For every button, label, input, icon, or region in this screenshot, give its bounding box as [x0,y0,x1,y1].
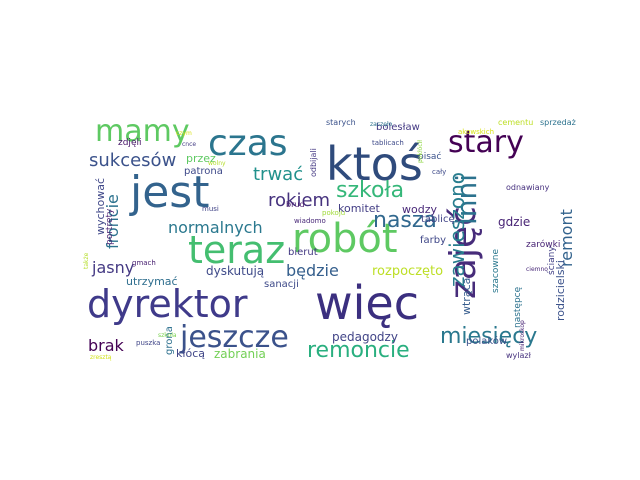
word: wylazł [506,351,532,360]
word: musi [202,205,219,213]
word: inni [450,174,483,225]
word: odbijali [309,148,318,177]
word: teraz [188,228,285,272]
word: wtrąca [460,278,473,315]
word: bierut [288,247,318,258]
word-cloud: więc ktoś jest dyrektor teraz robót czas… [80,115,576,363]
word: puszka [136,339,160,347]
word: bolesław [376,122,420,133]
word: remoncie [307,338,410,363]
word: cnce [182,141,196,148]
word: wiadomo [294,217,326,225]
word: zaczęło [370,121,393,128]
word: dyskutują [206,264,264,278]
word: rokiem [268,190,330,211]
word: zawieszono [445,172,469,287]
word: gmach [132,259,156,267]
word: brud [286,200,305,209]
word: sprzedaż [540,118,576,127]
word: akowskich [458,128,494,136]
word: sukcesów [89,150,176,171]
word: przez [186,152,216,165]
word: zajęć [443,206,484,299]
word: froncie [103,194,122,249]
word: starych [326,118,356,127]
word: brak [88,336,125,355]
word: czas [208,123,288,164]
word: zdjęli [118,138,141,148]
word: dyrektor [87,282,248,326]
word: kłócą [176,347,205,360]
word: szkoła [336,178,404,203]
word: wodzy [402,203,437,216]
word: zabrania [214,347,266,361]
word: trwać [253,164,303,185]
word: normalnych [168,218,263,237]
word: rozpoczęto [372,264,443,279]
word: jest [129,167,209,218]
word: cementu [498,118,533,127]
word: wychować [94,178,107,235]
word: tablicę [421,214,455,225]
word: robót [292,216,398,262]
word: ktoś [326,137,423,191]
word: patrona [184,166,223,177]
word: zresztą [90,354,112,361]
word: pisać [418,151,441,162]
word: będzie [286,261,339,280]
word: mikroskop [519,320,526,351]
word: sanacji [264,279,299,290]
word: pokoju [322,209,345,217]
word: pokłócił [417,140,424,163]
word: farby [420,235,446,246]
word-cloud-canvas: więc ktoś jest dyrektor teraz robót czas… [83,115,576,363]
word: następcę [513,286,523,328]
word: szkoła [158,332,177,339]
word: utrzymać [126,275,178,288]
word: zarówki [526,239,560,250]
word: rodzicielski [554,260,567,321]
word: stary [448,125,524,160]
word: jeszcze [179,320,289,355]
word: miesięcy [440,324,537,349]
word: pedagodzy [332,330,398,344]
word: remont [557,209,576,267]
word: gdzie [498,215,530,229]
word: jasny [91,258,134,277]
word: mamy [95,115,190,149]
word: polaków [466,335,507,347]
word: czym [176,130,192,137]
word: komitet [338,202,381,215]
word: tablicach [372,139,404,147]
word: odnawiany [506,183,550,192]
word: szacowne [491,249,501,293]
word: cały [432,168,446,176]
word: wolny [208,160,226,167]
word: ściany [546,246,557,275]
word: grona [164,326,175,355]
word: więc [315,276,419,330]
word: portrety [105,208,115,245]
word: także [83,252,90,269]
word: ciemno [526,266,548,273]
word: nasza [373,208,437,233]
